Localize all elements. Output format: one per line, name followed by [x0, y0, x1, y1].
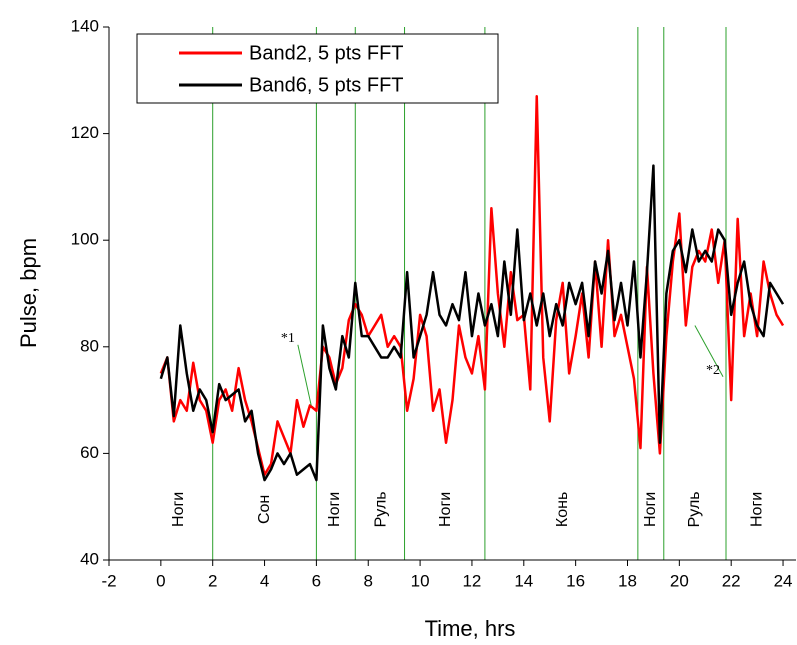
x-tick-label: 18: [618, 571, 637, 590]
x-tick-label: 4: [260, 571, 269, 590]
y-tick-label: 140: [71, 16, 99, 35]
x-tick-label: 2: [208, 571, 217, 590]
x-tick-label: 0: [156, 571, 165, 590]
y-tick-label: 100: [71, 230, 99, 249]
x-tick-label: -2: [101, 571, 116, 590]
x-tick-label: 8: [364, 571, 373, 590]
x-tick-label: 16: [566, 571, 585, 590]
annotation-leader: [694, 325, 724, 378]
series-line: [159, 164, 785, 482]
x-tick-label: 6: [312, 571, 321, 590]
region-label: Ноги: [326, 492, 343, 527]
x-tick-label: 24: [774, 571, 793, 590]
x-tick-label: 10: [411, 571, 430, 590]
x-tick-label: 22: [722, 571, 741, 590]
y-tick-label: 60: [80, 443, 99, 462]
legend-box: [136, 33, 499, 104]
region-label: Сон: [256, 495, 273, 524]
region-label: Ноги: [437, 492, 454, 527]
x-tick-label: 12: [462, 571, 481, 590]
legend-label: Band2, 5 pts FFT: [249, 42, 404, 64]
series-line: [159, 95, 785, 476]
x-tick-label: 20: [670, 571, 689, 590]
region-label: Ноги: [748, 492, 765, 527]
region-label: Ноги: [170, 492, 187, 527]
x-tick-label: 14: [514, 571, 533, 590]
x-axis-title: Time, hrs: [425, 616, 516, 641]
annotation-leader: [297, 344, 312, 406]
y-tick-label: 80: [80, 336, 99, 355]
region-label: Руль: [686, 491, 703, 527]
y-tick-label: 40: [80, 549, 99, 568]
region-label: Ноги: [642, 492, 659, 527]
region-label: Руль: [372, 491, 389, 527]
legend-label: Band6, 5 pts FFT: [249, 74, 404, 96]
annotation-text: *1: [281, 331, 295, 346]
y-tick-label: 120: [71, 123, 99, 142]
y-axis-title: Pulse, bpm: [16, 238, 41, 348]
annotation-text: *2: [706, 363, 720, 378]
region-label: Конь: [554, 492, 571, 527]
